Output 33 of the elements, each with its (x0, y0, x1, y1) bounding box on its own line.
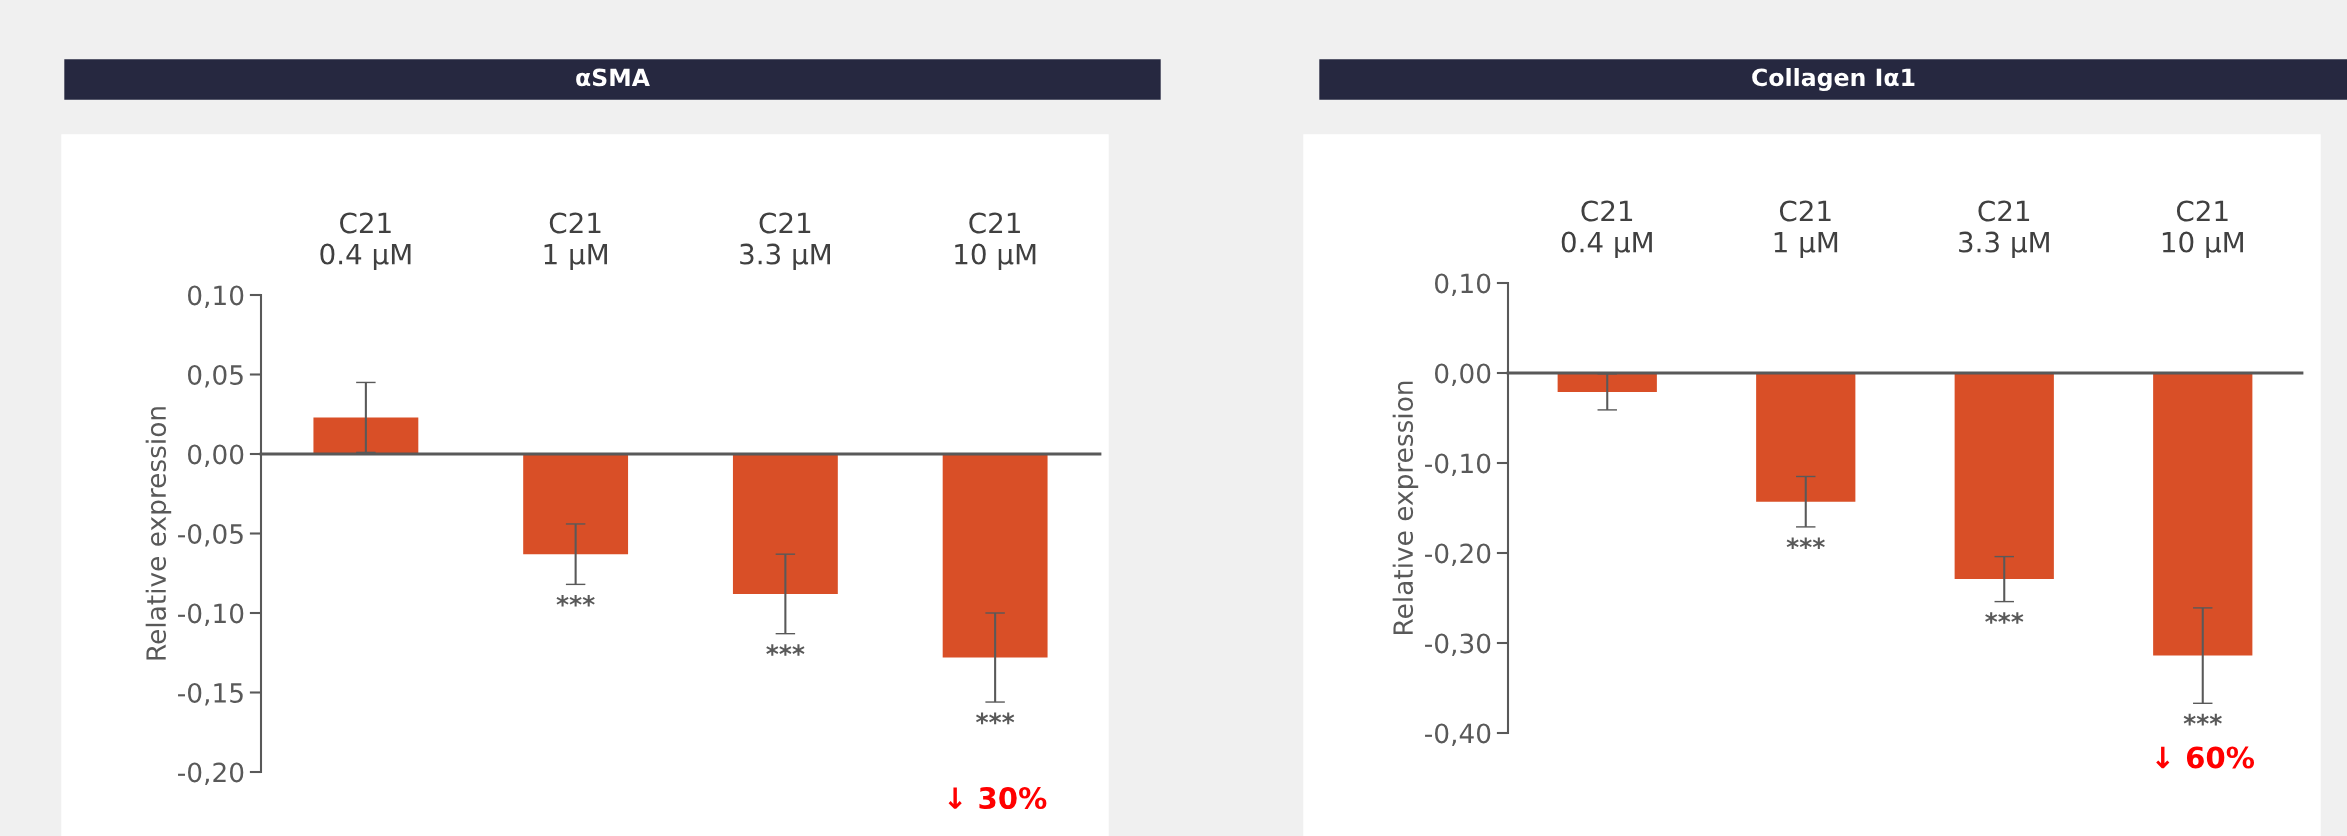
annotation: *** (976, 712, 1015, 725)
y-tick-label: 0,10 (188, 285, 244, 309)
text: ↓ 30% (948, 787, 1047, 810)
y-tick-label: 0,00 (1435, 363, 1491, 387)
y-tick-label: -0,20 (1425, 543, 1491, 567)
annotation: *** (766, 644, 805, 656)
y-tick-label: -0,20 (178, 762, 244, 786)
y-tick-label: -0,05 (178, 523, 243, 547)
x-tick-label: C21 1 µM (1774, 200, 1838, 258)
x-tick-label: C21 0.4 µM (320, 212, 411, 270)
chart-title: Collagen Iα1 (1752, 67, 1915, 92)
y-tick-label: -0,30 (1425, 633, 1491, 657)
annotation: *** (2183, 713, 2222, 726)
chart-title: αSMA (576, 68, 650, 87)
annotation: *** (1786, 537, 1825, 550)
y-tick-label: 0,00 (188, 444, 244, 468)
y-axis-title: Relative expression (145, 407, 172, 660)
y-tick-label: -0,10 (178, 603, 244, 627)
y-axis-title: Relative expression (1392, 381, 1419, 634)
y-tick-label: 0,10 (1435, 273, 1491, 297)
y-tick-label: -0,15 (178, 682, 243, 706)
x-tick-label: C21 1 µM (544, 212, 607, 270)
annotation: *** (556, 594, 595, 607)
text: ↓ 60% (2156, 746, 2255, 769)
x-tick-label: C21 0.4 µM (1561, 200, 1652, 258)
y-tick-label: 0,05 (188, 364, 243, 388)
x-tick-label: C21 3.3 µM (1959, 200, 2049, 258)
y-tick-label: -0,10 (1425, 453, 1491, 477)
x-tick-label: C21 10 µM (2162, 200, 2243, 258)
x-tick-label: C21 10 µM (955, 212, 1036, 270)
x-tick-label: C21 3.3 µM (740, 212, 830, 270)
y-tick-label: -0,40 (1425, 723, 1491, 747)
annotation: *** (1985, 612, 2024, 624)
